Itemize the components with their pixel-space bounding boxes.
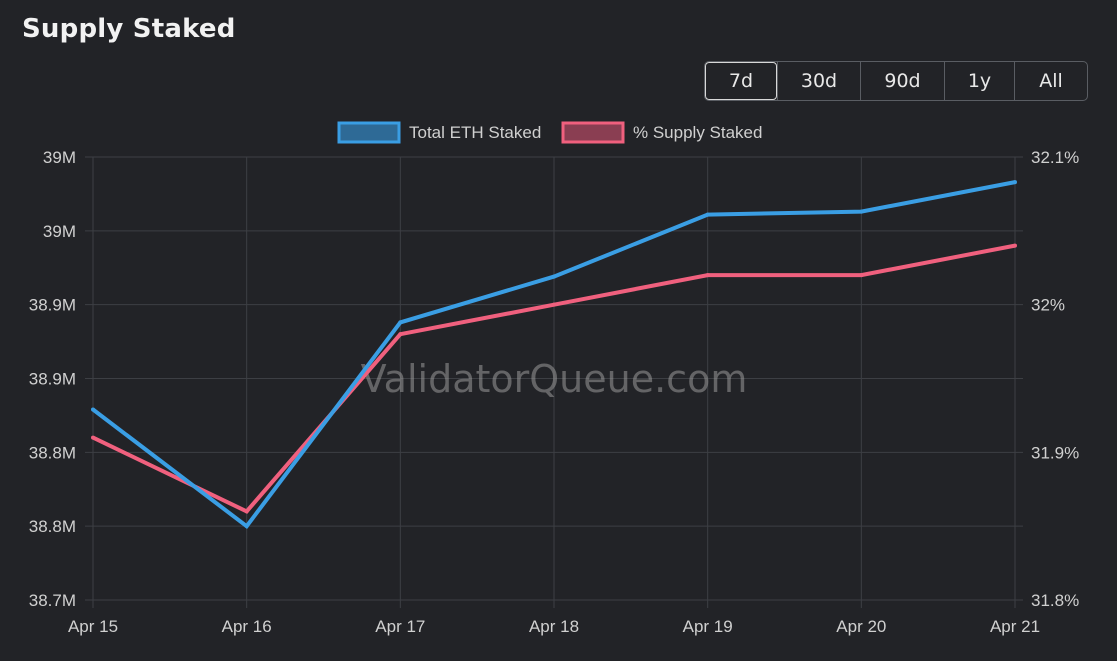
range-button-1y[interactable]: 1y <box>944 62 1014 100</box>
legend-swatch <box>561 121 625 144</box>
legend-label: Total ETH Staked <box>409 123 541 142</box>
time-range-selector: 7d 30d 90d 1y All <box>704 61 1088 101</box>
data-point <box>552 302 556 307</box>
data-point <box>552 274 556 279</box>
data-point <box>398 320 403 325</box>
right-axis-tick-label: 31.8% <box>1031 591 1079 610</box>
left-axis-tick-label: 38.8M <box>29 443 76 462</box>
data-point <box>705 212 710 217</box>
data-point <box>244 524 249 529</box>
x-axis-tick-label: Apr 21 <box>990 617 1040 636</box>
data-point <box>705 273 710 278</box>
left-axis-tick-label: 39M <box>43 148 76 167</box>
data-point <box>859 209 864 214</box>
range-button-all[interactable]: All <box>1014 62 1087 100</box>
x-axis-tick-label: Apr 20 <box>836 617 886 636</box>
range-button-30d[interactable]: 30d <box>777 62 860 100</box>
left-axis-tick-label: 38.9M <box>29 296 76 315</box>
legend-swatch <box>337 121 401 144</box>
legend-label: % Supply Staked <box>633 123 762 142</box>
range-button-90d[interactable]: 90d <box>860 62 944 100</box>
data-point <box>859 273 864 278</box>
range-button-7d[interactable]: 7d <box>705 62 777 100</box>
data-point <box>398 332 403 337</box>
left-axis-tick-label: 38.7M <box>29 591 76 610</box>
legend-item: Total ETH Staked <box>337 121 541 144</box>
x-axis-tick-label: Apr 17 <box>375 617 425 636</box>
left-axis-tick-label: 39M <box>43 222 76 241</box>
left-axis-tick-label: 38.8M <box>29 517 76 536</box>
data-point <box>244 509 249 514</box>
data-point <box>1013 180 1017 185</box>
x-axis-tick-label: Apr 18 <box>529 617 579 636</box>
watermark-text: ValidatorQueue.com <box>361 357 748 401</box>
right-axis-tick-label: 32% <box>1031 296 1065 315</box>
data-point <box>1013 243 1017 248</box>
right-axis-tick-label: 31.9% <box>1031 443 1079 462</box>
left-axis-tick-label: 38.9M <box>29 370 76 389</box>
x-axis-tick-label: Apr 19 <box>683 617 733 636</box>
x-axis-tick-label: Apr 16 <box>222 617 272 636</box>
grid-lines <box>85 156 1023 608</box>
data-point <box>91 407 95 412</box>
page-title: Supply Staked <box>22 14 236 44</box>
x-axis-tick-label: Apr 15 <box>68 617 118 636</box>
right-axis-tick-label: 32.1% <box>1031 148 1079 167</box>
chart-legend: Total ETH Staked % Supply Staked <box>337 121 762 144</box>
data-point <box>91 435 95 440</box>
legend-item: % Supply Staked <box>561 121 762 144</box>
